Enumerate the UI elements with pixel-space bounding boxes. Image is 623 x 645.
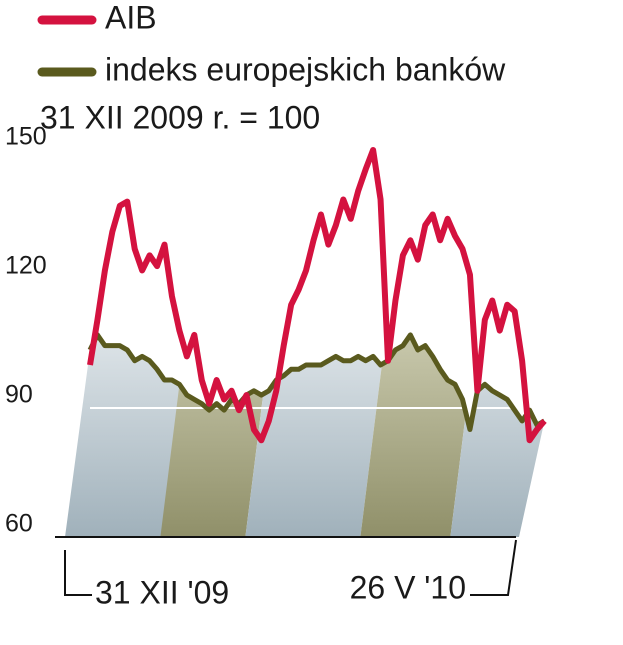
y-tick-label: 90 bbox=[5, 381, 33, 409]
subtitle: 31 XII 2009 r. = 100 bbox=[40, 99, 320, 135]
series-line bbox=[87, 147, 547, 444]
x-tick-label: 26 V '10 bbox=[350, 569, 466, 605]
y-tick-label: 60 bbox=[5, 510, 33, 538]
y-tick-label: 120 bbox=[5, 252, 47, 280]
bands bbox=[65, 334, 545, 537]
legend-label: indeks europejskich banków bbox=[105, 51, 506, 87]
y-tick-label: 150 bbox=[5, 123, 47, 151]
x-tick-label: 31 XII '09 bbox=[95, 574, 229, 610]
series-line bbox=[87, 332, 546, 432]
bracket bbox=[470, 539, 517, 596]
bracket bbox=[64, 550, 92, 596]
legend-label: AIB bbox=[105, 0, 157, 35]
